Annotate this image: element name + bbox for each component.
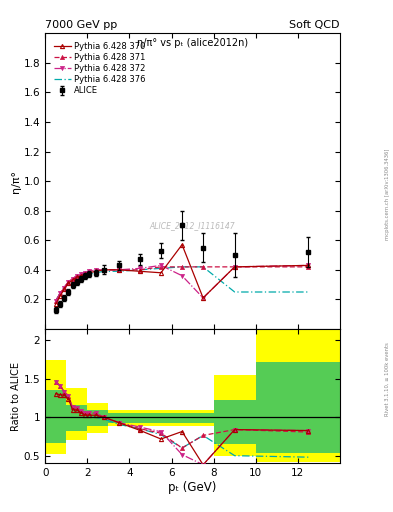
Pythia 6.428 371 <box>79 271 83 278</box>
Pythia 6.428 371 <box>102 267 107 273</box>
Pythia 6.428 371 <box>180 264 184 270</box>
X-axis label: pₜ (GeV): pₜ (GeV) <box>168 481 217 494</box>
Pythia 6.428 372 <box>116 267 121 273</box>
Pythia 6.428 371 <box>138 267 142 273</box>
Pythia 6.428 376 <box>74 274 79 280</box>
Y-axis label: η/π°: η/π° <box>11 169 21 193</box>
Pythia 6.428 370 <box>66 280 71 286</box>
Pythia 6.428 376 <box>116 268 121 274</box>
Line: Pythia 6.428 372: Pythia 6.428 372 <box>53 263 310 303</box>
Legend: Pythia 6.428 370, Pythia 6.428 371, Pythia 6.428 372, Pythia 6.428 376, ALICE: Pythia 6.428 370, Pythia 6.428 371, Pyth… <box>52 40 147 97</box>
Pythia 6.428 371 <box>116 267 121 273</box>
Pythia 6.428 372 <box>83 270 88 276</box>
Pythia 6.428 376 <box>83 271 88 278</box>
Text: ALICE_2012_I1116147: ALICE_2012_I1116147 <box>150 221 235 230</box>
Pythia 6.428 372 <box>201 295 206 301</box>
Pythia 6.428 371 <box>70 275 75 282</box>
Pythia 6.428 372 <box>102 267 107 273</box>
Pythia 6.428 372 <box>57 290 62 296</box>
Pythia 6.428 372 <box>94 267 98 273</box>
Pythia 6.428 370 <box>74 274 79 280</box>
Y-axis label: Ratio to ALICE: Ratio to ALICE <box>11 361 21 431</box>
Pythia 6.428 376 <box>79 273 83 279</box>
Pythia 6.428 376 <box>232 289 237 295</box>
Text: Soft QCD: Soft QCD <box>290 19 340 30</box>
Pythia 6.428 376 <box>53 298 58 304</box>
Line: Pythia 6.428 370: Pythia 6.428 370 <box>53 243 310 306</box>
Text: mcplots.cern.ch [arXiv:1306.3436]: mcplots.cern.ch [arXiv:1306.3436] <box>385 149 390 240</box>
Text: η/π° vs pₜ (alice2012n): η/π° vs pₜ (alice2012n) <box>137 38 248 48</box>
Pythia 6.428 372 <box>70 275 75 282</box>
Pythia 6.428 376 <box>306 289 311 295</box>
Pythia 6.428 370 <box>53 301 58 307</box>
Pythia 6.428 372 <box>180 273 184 279</box>
Pythia 6.428 376 <box>180 264 184 270</box>
Text: Rivet 3.1.10, ≥ 100k events: Rivet 3.1.10, ≥ 100k events <box>385 342 390 416</box>
Pythia 6.428 376 <box>66 280 71 286</box>
Pythia 6.428 372 <box>232 264 237 270</box>
Pythia 6.428 370 <box>116 267 121 273</box>
Pythia 6.428 376 <box>138 267 142 273</box>
Pythia 6.428 372 <box>306 262 311 268</box>
Pythia 6.428 376 <box>70 277 75 283</box>
Pythia 6.428 371 <box>87 268 92 274</box>
Pythia 6.428 372 <box>79 271 83 278</box>
Text: 7000 GeV pp: 7000 GeV pp <box>45 19 118 30</box>
Pythia 6.428 370 <box>94 268 98 274</box>
Pythia 6.428 371 <box>57 290 62 296</box>
Pythia 6.428 376 <box>94 270 98 276</box>
Line: Pythia 6.428 371: Pythia 6.428 371 <box>53 265 310 303</box>
Pythia 6.428 371 <box>74 273 79 279</box>
Pythia 6.428 372 <box>74 273 79 279</box>
Pythia 6.428 370 <box>83 271 88 278</box>
Pythia 6.428 371 <box>53 298 58 304</box>
Pythia 6.428 370 <box>180 242 184 248</box>
Pythia 6.428 370 <box>232 264 237 270</box>
Pythia 6.428 370 <box>87 270 92 276</box>
Pythia 6.428 370 <box>306 262 311 268</box>
Pythia 6.428 371 <box>62 285 66 291</box>
Pythia 6.428 376 <box>87 271 92 278</box>
Pythia 6.428 370 <box>159 270 163 276</box>
Pythia 6.428 371 <box>232 264 237 270</box>
Pythia 6.428 371 <box>201 264 206 270</box>
Pythia 6.428 370 <box>102 267 107 273</box>
Pythia 6.428 371 <box>94 267 98 273</box>
Pythia 6.428 372 <box>159 262 163 268</box>
Pythia 6.428 372 <box>62 285 66 291</box>
Pythia 6.428 376 <box>102 268 107 274</box>
Pythia 6.428 371 <box>159 264 163 270</box>
Pythia 6.428 376 <box>57 290 62 296</box>
Pythia 6.428 370 <box>70 277 75 283</box>
Pythia 6.428 376 <box>159 265 163 271</box>
Pythia 6.428 371 <box>66 279 71 285</box>
Pythia 6.428 372 <box>66 279 71 285</box>
Line: Pythia 6.428 376: Pythia 6.428 376 <box>56 267 309 301</box>
Pythia 6.428 371 <box>83 270 88 276</box>
Pythia 6.428 372 <box>138 265 142 271</box>
Pythia 6.428 370 <box>138 268 142 274</box>
Pythia 6.428 370 <box>57 293 62 300</box>
Pythia 6.428 370 <box>79 273 83 279</box>
Pythia 6.428 376 <box>201 264 206 270</box>
Pythia 6.428 372 <box>53 298 58 304</box>
Pythia 6.428 371 <box>306 264 311 270</box>
Pythia 6.428 370 <box>201 295 206 301</box>
Pythia 6.428 372 <box>87 268 92 274</box>
Pythia 6.428 370 <box>62 286 66 292</box>
Pythia 6.428 376 <box>62 285 66 291</box>
